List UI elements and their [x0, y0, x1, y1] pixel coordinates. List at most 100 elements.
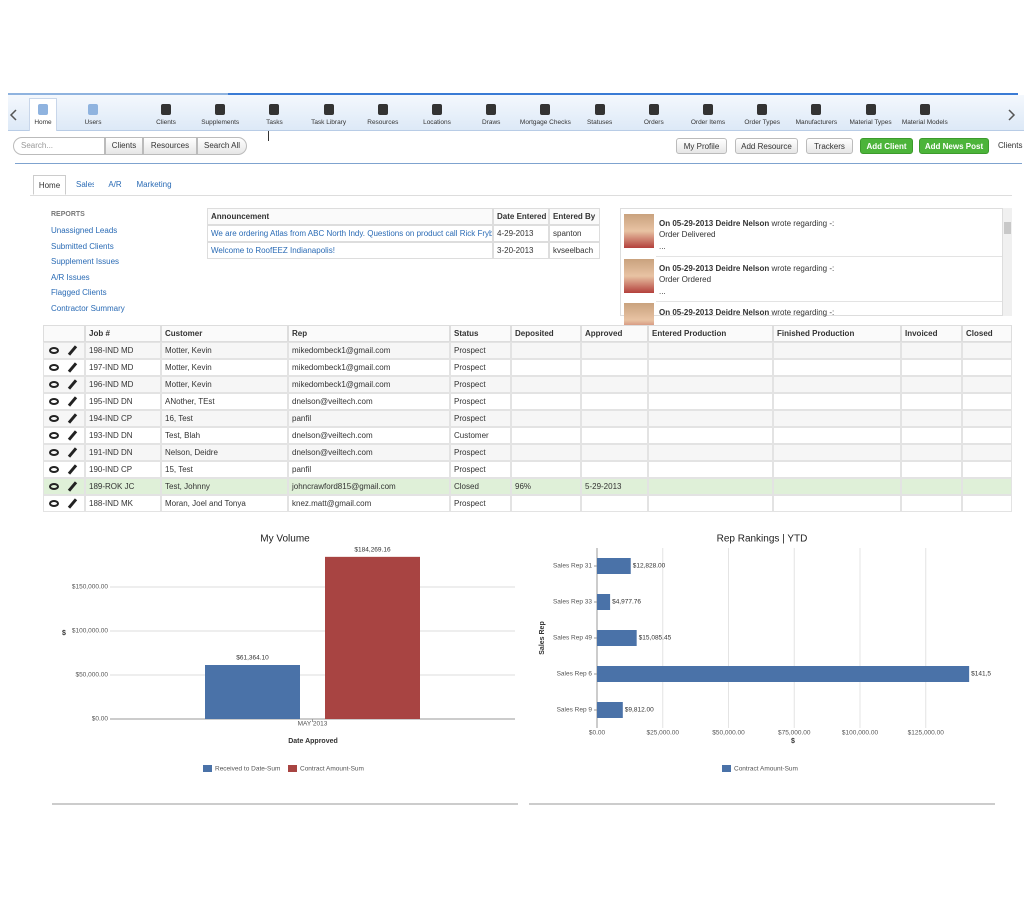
toolbar-item[interactable]: Mortgage Checks — [519, 119, 571, 126]
toolbar-icon[interactable] — [703, 104, 713, 115]
jobs-cell: 15, Test — [161, 461, 288, 478]
top-accent — [8, 93, 228, 95]
primary-button[interactable]: Add News Post — [919, 138, 989, 154]
action-button[interactable]: Add Resource — [735, 138, 798, 154]
report-link[interactable]: Contractor Summary — [51, 303, 125, 313]
toolbar-icon[interactable] — [323, 104, 334, 115]
toolbar-item[interactable]: Resources — [367, 119, 399, 126]
row-bg — [43, 427, 1012, 444]
feed-body: Order Ordered — [659, 274, 712, 284]
feed-scrollbar[interactable] — [1002, 208, 1012, 316]
search-button[interactable]: Resources — [143, 137, 197, 155]
x-tick-label: $75,000.00 — [778, 730, 811, 737]
toolbar-item[interactable]: Material Types — [849, 119, 892, 126]
jobs-cell: 197-IND MD — [85, 359, 161, 376]
search-input[interactable]: Search... — [13, 137, 105, 155]
tab[interactable]: Marketing — [136, 180, 172, 189]
jobs-cell: dnelson@veiltech.com — [288, 393, 450, 410]
scroll-right[interactable] — [1006, 105, 1018, 125]
action-button[interactable]: Trackers — [806, 138, 853, 154]
toolbar-item[interactable]: Users — [84, 119, 102, 126]
toolbar-icon[interactable] — [432, 104, 442, 115]
view-icon[interactable] — [49, 432, 59, 439]
x-tick-label: $50,000.00 — [712, 730, 745, 737]
toolbar-item[interactable]: Orders — [643, 119, 664, 126]
jobs-header: Rep — [288, 325, 450, 342]
toolbar-item[interactable]: Material Models — [901, 119, 948, 126]
toolbar-item[interactable]: Draws — [481, 119, 501, 126]
toolbar-icon[interactable] — [540, 104, 551, 115]
row-bg — [43, 461, 1012, 478]
toolbar-item[interactable]: Order Items — [690, 119, 726, 126]
toolbar-icon[interactable] — [88, 104, 98, 115]
view-icon[interactable] — [49, 415, 59, 422]
jobs-cell — [581, 359, 648, 376]
jobs-cell — [773, 376, 901, 393]
toolbar-icon[interactable] — [865, 104, 876, 115]
search-button[interactable]: Search All — [197, 137, 247, 155]
jobs-cell: 16, Test — [161, 410, 288, 427]
toolbar-icon[interactable] — [486, 104, 497, 115]
y-tick-label: $50,000.00 — [75, 672, 108, 679]
announcement-cell[interactable]: Welcome to RoofEEZ Indianapolis! — [207, 242, 493, 259]
jobs-cell — [901, 393, 962, 410]
view-icon[interactable] — [49, 398, 59, 405]
toolbar-item[interactable]: Tasks — [266, 119, 283, 126]
toolbar-icon[interactable] — [594, 104, 605, 115]
view-icon[interactable] — [49, 500, 59, 507]
toolbar-item[interactable]: Task Library — [311, 119, 347, 126]
toolbar-icon[interactable] — [811, 104, 822, 115]
bar — [597, 630, 637, 646]
report-link[interactable]: Submitted Clients — [51, 241, 114, 251]
jobs-header: Job # — [85, 325, 161, 342]
announcement-cell[interactable]: We are ordering Atlas from ABC North Ind… — [207, 225, 493, 242]
toolbar-item[interactable]: Locations — [423, 119, 451, 126]
view-icon[interactable] — [49, 466, 59, 473]
legend-label: Contract Amount-Sum — [734, 766, 798, 773]
view-icon[interactable] — [49, 364, 59, 371]
row-bg — [43, 359, 1012, 376]
toolbar-item[interactable]: Clients — [156, 119, 176, 126]
toolbar-icon[interactable] — [757, 104, 768, 115]
jobs-cell — [581, 461, 648, 478]
view-icon[interactable] — [49, 381, 59, 388]
toolbar-item[interactable]: Home — [34, 119, 52, 126]
toolbar-icon[interactable] — [161, 104, 171, 115]
toolbar-item[interactable]: Manufacturers — [795, 119, 838, 126]
report-link[interactable]: A/R Issues — [51, 272, 90, 282]
toolbar-icon[interactable] — [648, 104, 659, 115]
y-axis-label: Sales Rep — [539, 621, 546, 654]
report-link[interactable]: Supplement Issues — [51, 257, 120, 266]
search-button[interactable]: Clients — [105, 137, 143, 155]
toolbar-item[interactable]: Supplements — [201, 119, 240, 126]
tab[interactable]: A/R — [108, 180, 122, 189]
toolbar-item[interactable]: Statuses — [586, 119, 613, 126]
action-button[interactable]: My Profile — [676, 138, 727, 154]
toolbar-icon[interactable] — [38, 104, 48, 115]
tab[interactable]: Sales — [76, 180, 94, 189]
view-icon[interactable] — [49, 449, 59, 456]
jobs-cell — [773, 444, 901, 461]
toolbar-icon[interactable] — [377, 104, 388, 115]
icon-cell — [43, 410, 85, 427]
toolbar-icon[interactable] — [919, 104, 930, 115]
report-link[interactable]: Flagged Clients — [51, 288, 107, 297]
jobs-header: Entered Production — [648, 325, 773, 342]
toolbar-icon[interactable] — [215, 104, 226, 115]
report-link[interactable]: Unassigned Leads — [51, 226, 118, 235]
view-icon[interactable] — [49, 483, 59, 490]
row-bg — [43, 410, 1012, 427]
view-icon[interactable] — [49, 347, 59, 354]
primary-button[interactable]: Add Client — [860, 138, 913, 154]
scroll-left[interactable] — [8, 105, 20, 125]
jobs-header: Deposited — [511, 325, 581, 342]
overflow-link[interactable]: Clients — [998, 141, 1023, 150]
jobs-cell — [648, 427, 773, 444]
chart-title: My Volume — [260, 534, 310, 545]
jobs-cell — [773, 359, 901, 376]
toolbar-item[interactable]: Order Types — [744, 119, 781, 126]
tab[interactable]: Home — [33, 175, 66, 195]
icon-cell — [43, 444, 85, 461]
toolbar-icon[interactable] — [269, 104, 280, 115]
value-label: $61,364.10 — [236, 655, 269, 662]
